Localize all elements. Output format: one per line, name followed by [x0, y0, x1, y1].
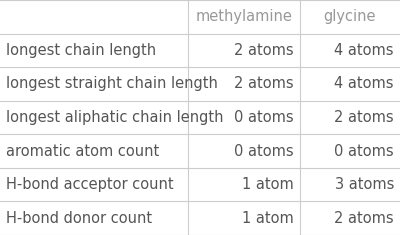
Text: longest straight chain length: longest straight chain length: [6, 76, 218, 91]
Text: 3 atoms: 3 atoms: [335, 177, 394, 192]
Text: 4 atoms: 4 atoms: [334, 76, 394, 91]
Text: 0 atoms: 0 atoms: [334, 144, 394, 159]
Text: 2 atoms: 2 atoms: [234, 43, 294, 58]
Text: 4 atoms: 4 atoms: [334, 43, 394, 58]
Text: 0 atoms: 0 atoms: [234, 144, 294, 159]
Text: aromatic atom count: aromatic atom count: [6, 144, 159, 159]
Text: 2 atoms: 2 atoms: [334, 211, 394, 226]
Text: methylamine: methylamine: [196, 9, 292, 24]
Text: 2 atoms: 2 atoms: [334, 110, 394, 125]
Text: longest aliphatic chain length: longest aliphatic chain length: [6, 110, 224, 125]
Text: 2 atoms: 2 atoms: [234, 76, 294, 91]
Text: H-bond acceptor count: H-bond acceptor count: [6, 177, 174, 192]
Text: 1 atom: 1 atom: [242, 211, 294, 226]
Text: glycine: glycine: [324, 9, 376, 24]
Text: longest chain length: longest chain length: [6, 43, 156, 58]
Text: 0 atoms: 0 atoms: [234, 110, 294, 125]
Text: 1 atom: 1 atom: [242, 177, 294, 192]
Text: H-bond donor count: H-bond donor count: [6, 211, 152, 226]
